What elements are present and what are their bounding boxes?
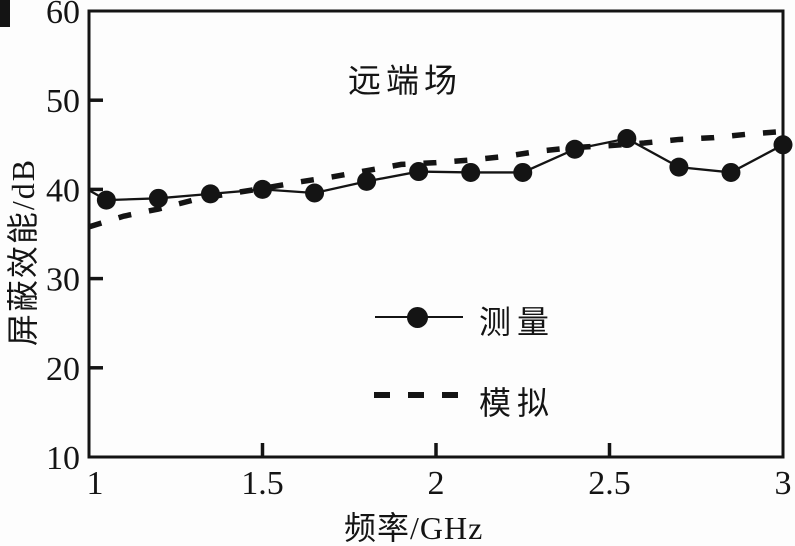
legend-dash-icon xyxy=(408,392,424,398)
series-measured-marker xyxy=(305,183,325,203)
x-tick-label: 1.5 xyxy=(241,465,284,502)
y-tick-label: 40 xyxy=(46,172,80,209)
legend-circle-marker-icon xyxy=(407,307,428,328)
series-measured-marker xyxy=(513,162,533,182)
plot-annotation: 远端场 xyxy=(348,64,462,100)
series-measured-marker xyxy=(773,135,793,155)
legend-label-simulated: 模拟 xyxy=(479,385,556,421)
y-tick-label: 50 xyxy=(46,83,80,120)
series-measured-marker xyxy=(461,162,481,182)
y-axis-label: 屏蔽效能/dB xyxy=(5,157,41,347)
series-measured-marker xyxy=(96,190,116,210)
x-tick-label: 2 xyxy=(428,465,445,502)
x-tick-label: 2.5 xyxy=(588,465,631,502)
y-tick-label: 20 xyxy=(46,351,80,388)
legend-dash-icon xyxy=(442,392,458,398)
series-measured-marker xyxy=(617,129,637,149)
legend-label-measured: 测量 xyxy=(479,304,556,340)
legend-dash-icon xyxy=(374,392,390,398)
scan-artifact xyxy=(0,0,10,27)
series-measured-marker xyxy=(565,139,585,159)
y-tick-label: 60 xyxy=(46,0,80,31)
series-measured-marker xyxy=(200,184,220,204)
series-measured-marker xyxy=(148,188,168,208)
legend-marker-measured xyxy=(375,305,463,329)
legend-marker-simulated xyxy=(374,392,469,400)
x-tick-label: 1 xyxy=(87,465,104,502)
series-measured-marker xyxy=(721,162,741,182)
series-measured-marker xyxy=(409,162,429,182)
x-axis-label: 频率/GHz xyxy=(344,510,484,546)
x-tick-label: 3 xyxy=(775,465,792,502)
series-measured-marker xyxy=(669,157,689,177)
series-simulated-line xyxy=(88,128,784,230)
y-tick-label: 30 xyxy=(46,262,80,299)
series-measured-marker xyxy=(357,171,377,191)
y-tick-label: 10 xyxy=(46,440,80,477)
series-measured-marker xyxy=(253,179,272,199)
